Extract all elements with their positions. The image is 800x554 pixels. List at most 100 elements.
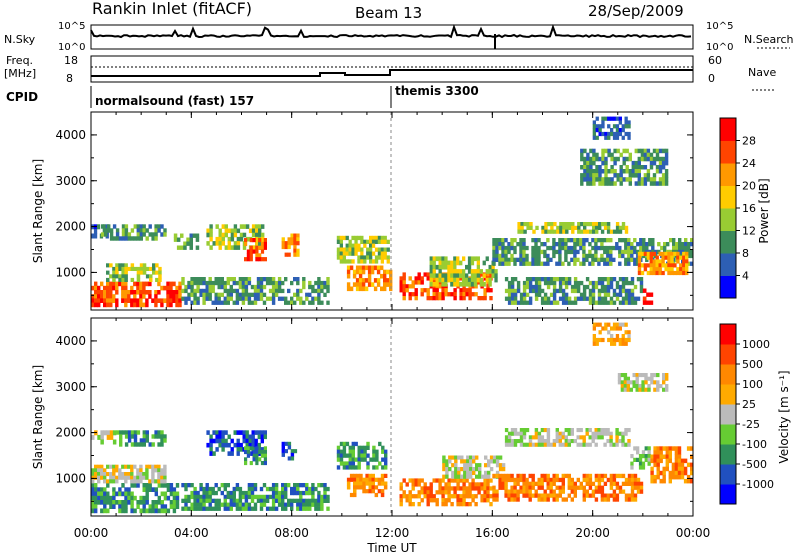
power-y-label: Slant Range [km] xyxy=(31,159,45,263)
freq-tick-bottom: 8 xyxy=(66,72,73,85)
power-region xyxy=(206,224,265,250)
power-y-tick-label: 4000 xyxy=(55,128,86,142)
power-colorbar-tick: 16 xyxy=(742,202,756,215)
velocity-colorbar-label: Velocity [m s⁻¹] xyxy=(777,370,791,463)
velocity-colorbar-tick: -1000 xyxy=(742,478,774,491)
power-colorbar-tick: 20 xyxy=(742,180,756,193)
power-colorbar-swatch xyxy=(720,275,736,299)
velocity-region xyxy=(630,446,651,470)
power-heatmap xyxy=(91,116,694,308)
velocity-region xyxy=(91,430,117,445)
velocity-region xyxy=(91,464,167,484)
power-region xyxy=(429,256,498,287)
velocity-colorbar-tick: 100 xyxy=(742,378,763,391)
x-tick-label: 00:00 xyxy=(74,526,109,540)
power-region xyxy=(637,251,689,276)
x-tick-label: 12:00 xyxy=(375,526,410,540)
power-region xyxy=(181,277,330,305)
velocity-colorbar-swatch xyxy=(720,364,736,385)
power-colorbar-swatch xyxy=(720,140,736,164)
velocity-region xyxy=(617,373,669,392)
power-region xyxy=(106,263,162,282)
power-colorbar-tick: 8 xyxy=(742,247,749,260)
noise-panel: N.Sky 10^5 10^0 10^5 10^0 N.Search xyxy=(4,21,794,53)
velocity-colorbar-swatch xyxy=(720,344,736,365)
power-region xyxy=(580,148,669,186)
power-region xyxy=(281,233,300,257)
nave-tick-top: 60 xyxy=(708,54,722,67)
noise-right-tick-bottom: 10^0 xyxy=(706,42,733,53)
velocity-region xyxy=(281,441,298,461)
velocity-y-tick-label: 3000 xyxy=(55,380,86,394)
velocity-region xyxy=(244,446,267,466)
velocity-colorbar-tick: -500 xyxy=(742,458,767,471)
power-colorbar-swatch xyxy=(720,118,736,141)
x-axis-label: Time UT xyxy=(366,541,417,554)
power-region xyxy=(101,224,167,241)
freq-label-line1: Freq. xyxy=(6,54,33,67)
velocity-region xyxy=(346,473,388,498)
power-colorbar-tick: 28 xyxy=(742,135,756,148)
cpid-label: CPID xyxy=(6,90,38,104)
x-tick-label: 20:00 xyxy=(575,526,610,540)
x-tick-label: 08:00 xyxy=(274,526,309,540)
cpid-segment-themis: themis 3300 xyxy=(395,84,479,98)
noise-left-label: N.Sky xyxy=(4,33,36,46)
velocity-colorbar-swatch xyxy=(720,324,736,345)
noise-right-tick-top: 10^5 xyxy=(706,21,733,32)
velocity-colorbar: 1000 500 100 25 -25 -100 -500 -1000 xyxy=(719,323,774,505)
power-colorbar-tick: 24 xyxy=(742,157,756,170)
power-y-tick-label: 2000 xyxy=(55,220,86,234)
noise-right-label: N.Search xyxy=(744,33,794,46)
power-region xyxy=(173,233,200,250)
velocity-colorbar-tick: 500 xyxy=(742,358,763,371)
power-y-tick-label: 1000 xyxy=(55,265,86,279)
power-region xyxy=(592,116,631,140)
velocity-colorbar-swatch xyxy=(720,404,736,425)
velocity-colorbar-tick: 25 xyxy=(742,398,756,411)
noise-left-tick-top: 10^5 xyxy=(58,21,85,32)
velocity-y-tick-label: 1000 xyxy=(55,471,86,485)
velocity-region xyxy=(399,478,493,507)
date-title: 28/Sep/2009 xyxy=(588,2,684,20)
power-colorbar-swatch xyxy=(720,230,736,254)
power-region xyxy=(336,235,390,264)
velocity-region xyxy=(592,322,631,346)
freq-panel: Freq. [MHz] 18 8 60 0 Nave xyxy=(4,54,776,91)
noise-sky-line xyxy=(90,24,692,39)
velocity-colorbar-swatch xyxy=(720,464,736,485)
freq-label-line2: [MHz] xyxy=(4,67,36,80)
velocity-region xyxy=(181,483,330,511)
time-x-axis: 00:00 04:00 08:00 12:00 16:00 20:00 00:00 xyxy=(74,112,711,540)
x-tick-label: 04:00 xyxy=(174,526,209,540)
station-title: Rankin Inlet (fitACF) xyxy=(92,0,252,18)
x-tick-label: 16:00 xyxy=(475,526,510,540)
freq-tick-top: 18 xyxy=(64,54,78,67)
nave-label: Nave xyxy=(748,66,776,79)
power-colorbar-swatch xyxy=(720,253,736,276)
velocity-heatmap xyxy=(91,322,694,514)
velocity-region xyxy=(336,441,388,470)
velocity-y-label: Slant Range [km] xyxy=(31,365,45,469)
power-panel: 1000 2000 3000 4000 Slant Range [km] 4 8 12 16… xyxy=(31,111,771,311)
velocity-colorbar-swatch xyxy=(720,384,736,405)
velocity-colorbar-swatch xyxy=(720,484,736,505)
velocity-region xyxy=(91,483,180,514)
velocity-colorbar-tick: 1000 xyxy=(742,338,770,351)
cpid-segment-normalsound: normalsound (fast) 157 xyxy=(95,94,254,108)
velocity-y-tick-label: 2000 xyxy=(55,426,86,440)
power-colorbar-swatch xyxy=(720,208,736,231)
velocity-colorbar-swatch xyxy=(720,424,736,445)
cpid-row: CPID normalsound (fast) 157 themis 3300 xyxy=(6,84,479,108)
power-y-tick-label: 3000 xyxy=(55,174,86,188)
velocity-region xyxy=(116,430,167,447)
freq-line xyxy=(91,69,693,77)
beam-title: Beam 13 xyxy=(355,4,422,22)
velocity-colorbar-swatch xyxy=(720,444,736,465)
power-colorbar-label: Power [dB] xyxy=(757,178,771,243)
velocity-y-axis: 1000 2000 3000 4000 xyxy=(55,334,693,502)
velocity-colorbar-tick: -25 xyxy=(742,418,760,431)
power-y-axis: 1000 2000 3000 4000 xyxy=(55,128,693,296)
x-tick-label: 00:00 xyxy=(676,526,711,540)
